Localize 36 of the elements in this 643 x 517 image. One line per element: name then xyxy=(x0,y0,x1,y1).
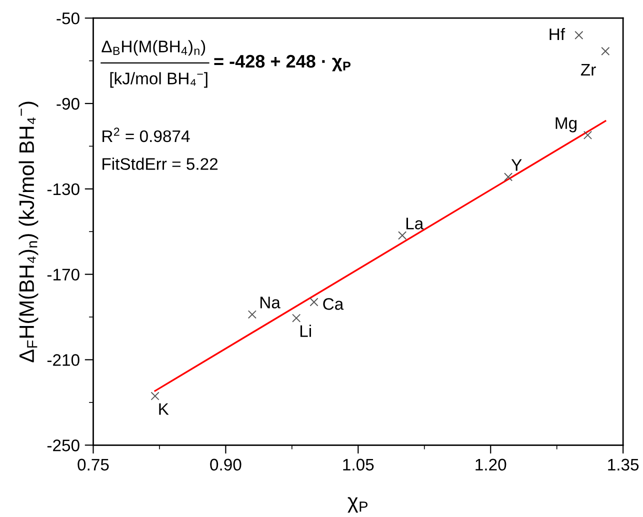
y-axis-title: Δ$_{F}$H(M(BH₄)$_{n}$) (kJ/mol BH₄$^{−}$) xyxy=(18,102,38,362)
point xyxy=(601,46,610,56)
annotation: Na xyxy=(260,296,280,308)
annotation: [kJ/mol BH₄$^{−}$] xyxy=(110,72,208,88)
point xyxy=(292,314,301,322)
annotation: La xyxy=(406,218,424,230)
y-tick-label: -50 xyxy=(56,12,80,24)
point xyxy=(574,30,584,40)
y-tick-label: -130 xyxy=(47,183,80,196)
point xyxy=(583,130,592,140)
x-tick-label: 0.75 xyxy=(78,458,109,471)
annotation: Y xyxy=(511,159,522,171)
annotation: R$^{2}$ = 0.9874 xyxy=(102,128,190,142)
y-tick-label: -170 xyxy=(47,268,80,281)
x-axis-title: χ$_{P}$ xyxy=(348,497,368,513)
annotation: Mg xyxy=(556,117,576,132)
annotation: Ca xyxy=(323,298,344,310)
x-tick-label: 1.05 xyxy=(343,458,374,471)
y-tick-label: -250 xyxy=(47,440,80,452)
point xyxy=(248,310,256,319)
point xyxy=(150,392,160,400)
point xyxy=(398,231,407,240)
annotation: Δ$_{B}$H(M(BH$_{4}$)$_{n}$) xyxy=(102,40,206,56)
y-tick-label: -90 xyxy=(56,98,80,110)
annotation: FitStdErr = 5.22 xyxy=(102,158,218,170)
annotation: K xyxy=(159,403,169,415)
annotation: Hf xyxy=(550,28,566,40)
x-tick-label: 1.20 xyxy=(476,458,506,471)
annotation: Li xyxy=(300,324,311,337)
point xyxy=(504,172,513,182)
annotation: = -428 + 248 · χ$_{P}$ xyxy=(214,54,351,72)
x-tick-label: 0.90 xyxy=(210,458,242,471)
x-tick-label: 1.35 xyxy=(608,458,639,471)
annotation: Zr xyxy=(580,64,596,76)
y-tick-label: -210 xyxy=(47,354,80,366)
point xyxy=(310,298,318,306)
